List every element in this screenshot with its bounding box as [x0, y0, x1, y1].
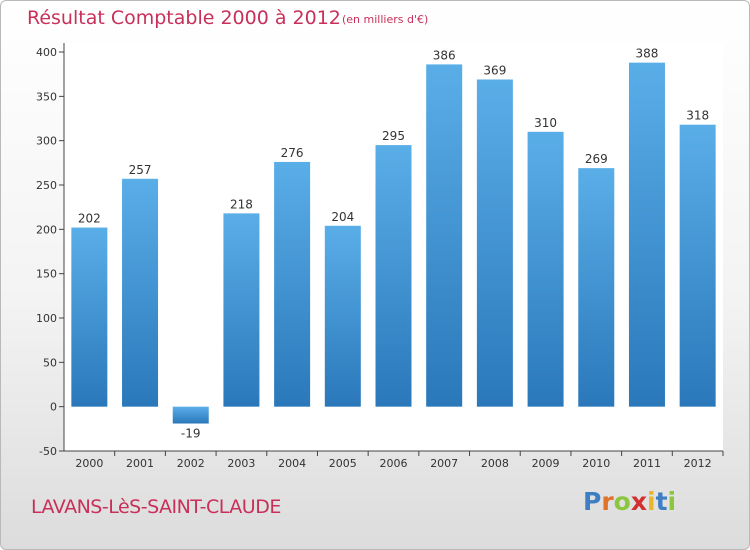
x-tick-label: 2008	[481, 457, 509, 470]
data-labels: 202 257 -19 218 276 204 295 386 369 310 269 388 318	[78, 47, 709, 441]
chart-subtitle: (en milliers d'€)	[342, 13, 429, 26]
data-label-2000: 202	[78, 212, 101, 226]
brand-letter: o	[613, 487, 631, 516]
bar-2003	[223, 213, 260, 407]
y-tick-label: 200	[36, 223, 57, 236]
y-tick-label: 350	[36, 90, 57, 103]
bar-2008	[476, 79, 513, 407]
y-tick-label: 0	[50, 401, 57, 414]
data-label-2002: -19	[181, 427, 201, 441]
data-label-2007: 386	[433, 48, 456, 62]
y-tick-label: -50	[39, 445, 57, 458]
bar-2002	[172, 406, 209, 424]
x-tick-label: 2001	[126, 457, 154, 470]
data-label-2006: 295	[382, 129, 405, 143]
brand-letter: i	[647, 487, 656, 516]
data-label-2001: 257	[129, 163, 152, 177]
data-label-2003: 218	[230, 197, 253, 211]
axes: -50 0 50 100 150 200 250 300 350 400 2000 2001 2002 2…	[36, 43, 724, 470]
bar-2009	[527, 131, 564, 407]
brand-letter: x	[630, 487, 647, 516]
y-tick-label: 150	[36, 268, 57, 281]
data-label-2010: 269	[585, 152, 608, 166]
brand-letter: i	[667, 487, 677, 516]
bar-2007	[426, 64, 463, 407]
data-label-2011: 388	[636, 47, 659, 61]
bar-2010	[578, 168, 615, 407]
brand-letter: t	[655, 487, 668, 516]
x-tick-label: 2009	[532, 457, 560, 470]
brand-letter: r	[601, 487, 614, 516]
data-label-2008: 369	[483, 63, 506, 77]
chart-title: Résultat Comptable 2000 à 2012	[27, 7, 341, 29]
x-tick-label: 2012	[684, 457, 712, 470]
y-tick-label: 300	[36, 135, 57, 148]
y-tick-label: 100	[36, 312, 57, 325]
x-tick-label: 2011	[633, 457, 661, 470]
data-label-2009: 310	[534, 116, 557, 130]
bar-2011	[628, 62, 665, 407]
data-label-2004: 276	[281, 146, 304, 160]
x-tick-label: 2007	[430, 457, 458, 470]
location-label: LAVANS-LèS-SAINT-CLAUDE	[31, 496, 281, 518]
data-label-2005: 204	[331, 210, 354, 224]
x-tick-label: 2005	[329, 457, 357, 470]
bar-2006	[375, 145, 412, 407]
x-tick-label: 2002	[177, 457, 205, 470]
bar-2004	[274, 161, 311, 407]
y-tick-label: 50	[43, 356, 57, 369]
y-tick-label: 250	[36, 179, 57, 192]
data-label-2012: 318	[686, 109, 709, 123]
brand-logo: Proxiti	[583, 487, 676, 516]
x-tick-label: 2006	[380, 457, 408, 470]
x-tick-label: 2010	[582, 457, 610, 470]
bar-2000	[71, 227, 108, 407]
bar-2005	[324, 225, 361, 407]
bar-2012	[679, 124, 716, 407]
x-tick-label: 2004	[278, 457, 306, 470]
bar-2001	[122, 178, 159, 407]
x-tick-label: 2000	[75, 457, 103, 470]
brand-letter: P	[583, 487, 602, 516]
x-tick-label: 2003	[227, 457, 255, 470]
y-tick-label: 400	[36, 46, 57, 59]
bars	[71, 62, 716, 424]
